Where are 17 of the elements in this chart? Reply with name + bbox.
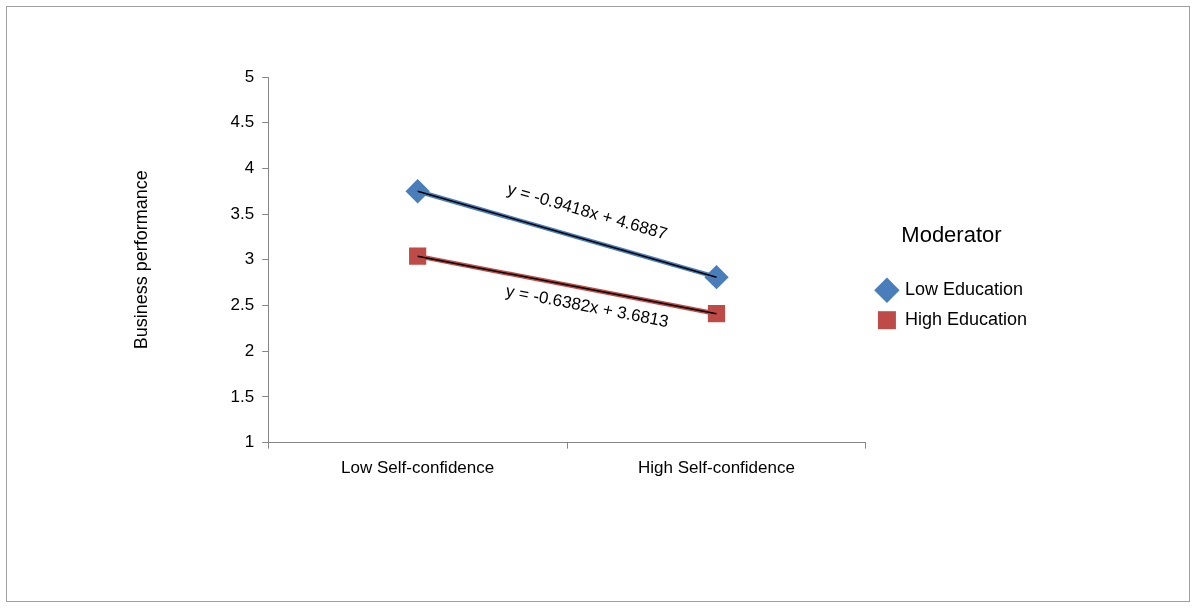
y-tick-label: 5 (244, 66, 255, 86)
y-tick-label: 1 (244, 432, 255, 452)
legend-label: High Education (904, 309, 1028, 330)
y-tick-label: 4 (244, 158, 255, 178)
y-tick-label: 1.5 (230, 386, 255, 406)
y-axis-title: Business performance (130, 170, 151, 350)
x-tick-label: Low Self-confidence (341, 458, 495, 478)
y-tick-label: 2 (244, 340, 255, 360)
y-tick-label: 3.5 (230, 203, 255, 223)
y-tick-label: 4.5 (230, 112, 255, 132)
y-tick-label: 3 (244, 249, 255, 269)
annotation: y = -0.6382x + 3.6813 (504, 281, 671, 332)
legend-label: Low Education (904, 279, 1024, 300)
legend-title: Moderator (901, 221, 1002, 247)
x-tick-label: High Self-confidence (638, 458, 795, 478)
annotation: y = -0.9418x + 4.6887 (505, 179, 670, 244)
y-tick-label: 2.5 (230, 295, 255, 315)
